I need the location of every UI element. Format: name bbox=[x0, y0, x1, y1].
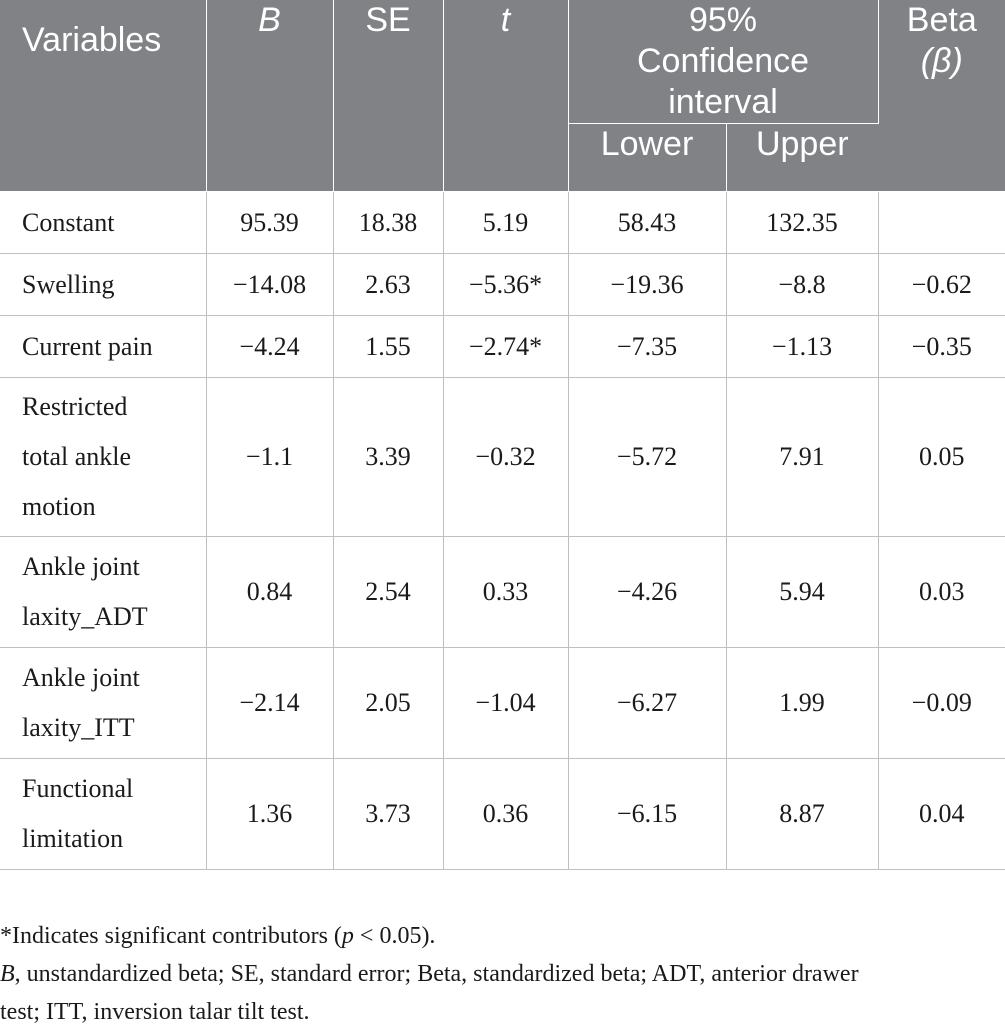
cell-lower: −6.15 bbox=[568, 758, 727, 870]
cell-se: 2.54 bbox=[333, 536, 444, 648]
cell-lower: −7.35 bbox=[568, 315, 727, 378]
cell-beta: −0.09 bbox=[878, 647, 1005, 759]
row-variable-name: Constant bbox=[0, 191, 207, 254]
cell-t: −2.74* bbox=[443, 315, 569, 378]
cell-t: −1.04 bbox=[443, 647, 569, 759]
cell-t: −0.32 bbox=[443, 377, 569, 537]
header-lower: Lower bbox=[568, 123, 727, 192]
cell-se: 18.38 bbox=[333, 191, 444, 254]
header-b: B bbox=[206, 0, 334, 192]
cell-b: 0.84 bbox=[206, 536, 334, 648]
header-confidence-interval: 95% Confidence interval bbox=[568, 0, 879, 124]
cell-se: 2.05 bbox=[333, 647, 444, 759]
header-beta: Beta (β) bbox=[878, 0, 1005, 192]
row-variable-name: Current pain bbox=[0, 315, 207, 378]
cell-lower: −6.27 bbox=[568, 647, 727, 759]
cell-beta bbox=[878, 191, 1005, 254]
cell-beta: −0.35 bbox=[878, 315, 1005, 378]
table-row: Swelling −14.08 2.63 −5.36* −19.36 −8.8 … bbox=[0, 253, 1005, 316]
cell-se: 2.63 bbox=[333, 253, 444, 316]
cell-lower: −4.26 bbox=[568, 536, 727, 648]
cell-b: 1.36 bbox=[206, 758, 334, 870]
row-variable-name: Swelling bbox=[0, 253, 207, 316]
cell-beta: 0.04 bbox=[878, 758, 1005, 870]
cell-b: −14.08 bbox=[206, 253, 334, 316]
cell-b: −2.14 bbox=[206, 647, 334, 759]
table-row: Ankle joint laxity_ITT −2.14 2.05 −1.04 … bbox=[0, 647, 1005, 759]
cell-upper: −8.8 bbox=[726, 253, 879, 316]
table-row: Ankle joint laxity_ADT 0.84 2.54 0.33 −4… bbox=[0, 536, 1005, 648]
regression-table: Variables B SE t 95% Confidence interval… bbox=[0, 0, 1005, 870]
row-variable-name: Ankle joint laxity_ADT bbox=[0, 536, 207, 648]
cell-upper: 8.87 bbox=[726, 758, 879, 870]
cell-b: −4.24 bbox=[206, 315, 334, 378]
table-row: Current pain −4.24 1.55 −2.74* −7.35 −1.… bbox=[0, 315, 1005, 378]
cell-b: −1.1 bbox=[206, 377, 334, 537]
cell-t: −5.36* bbox=[443, 253, 569, 316]
header-variables: Variables bbox=[0, 0, 207, 192]
table-row: Functional limitation 1.36 3.73 0.36 −6.… bbox=[0, 758, 1005, 870]
cell-beta: 0.03 bbox=[878, 536, 1005, 648]
cell-lower: −5.72 bbox=[568, 377, 727, 537]
cell-se: 3.73 bbox=[333, 758, 444, 870]
table-header: Variables B SE t 95% Confidence interval… bbox=[0, 0, 1005, 192]
cell-se: 1.55 bbox=[333, 315, 444, 378]
table-row: Constant 95.39 18.38 5.19 58.43 132.35 bbox=[0, 191, 1005, 254]
table-row: Restricted total ankle motion −1.1 3.39 … bbox=[0, 377, 1005, 537]
header-upper: Upper bbox=[726, 123, 879, 192]
abbreviations-footnote: B, unstandardized beta; SE, standard err… bbox=[0, 961, 859, 1025]
cell-upper: 5.94 bbox=[726, 536, 879, 648]
cell-beta: −0.62 bbox=[878, 253, 1005, 316]
table-body: Constant 95.39 18.38 5.19 58.43 132.35 S… bbox=[0, 191, 1005, 870]
cell-beta: 0.05 bbox=[878, 377, 1005, 537]
cell-upper: 1.99 bbox=[726, 647, 879, 759]
header-se: SE bbox=[333, 0, 444, 192]
cell-lower: −19.36 bbox=[568, 253, 727, 316]
cell-upper: −1.13 bbox=[726, 315, 879, 378]
cell-t: 5.19 bbox=[443, 191, 569, 254]
cell-t: 0.36 bbox=[443, 758, 569, 870]
row-variable-name: Ankle joint laxity_ITT bbox=[0, 647, 207, 759]
cell-t: 0.33 bbox=[443, 536, 569, 648]
table-footnotes: *Indicates significant contributors (p <… bbox=[0, 913, 1000, 1031]
cell-se: 3.39 bbox=[333, 377, 444, 537]
significance-footnote: *Indicates significant contributors (p <… bbox=[0, 923, 436, 949]
header-t: t bbox=[443, 0, 569, 192]
row-variable-name: Functional limitation bbox=[0, 758, 207, 870]
cell-upper: 7.91 bbox=[726, 377, 879, 537]
cell-b: 95.39 bbox=[206, 191, 334, 254]
row-variable-name: Restricted total ankle motion bbox=[0, 377, 207, 537]
cell-upper: 132.35 bbox=[726, 191, 879, 254]
cell-lower: 58.43 bbox=[568, 191, 727, 254]
